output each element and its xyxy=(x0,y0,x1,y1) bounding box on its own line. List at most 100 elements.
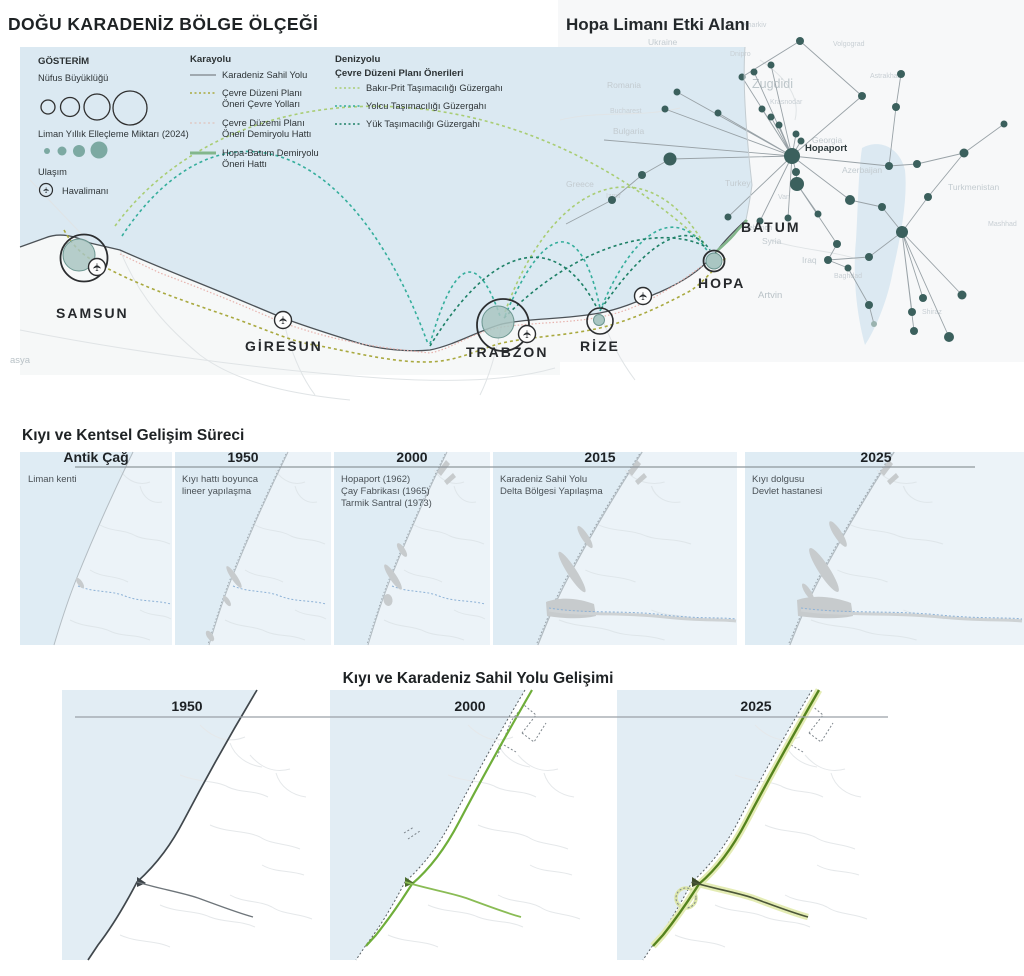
road-panel-2000 xyxy=(329,689,581,961)
batum-label: BATUM xyxy=(741,219,801,235)
port-volume-symbols xyxy=(44,141,108,159)
svg-text:✈: ✈ xyxy=(522,329,534,338)
urban-timeline-title: Kıyı ve Kentsel Gelişim Süreci xyxy=(22,427,244,444)
trabzon-population-circle xyxy=(476,298,530,352)
basemap-label: Krasnodar xyxy=(770,99,803,106)
year-label: 2015 xyxy=(584,449,615,465)
sea-item-label: Yük Taşımacılığı Güzergahı xyxy=(366,119,480,129)
basemap-label: Van xyxy=(778,194,790,201)
sea-legend-heading: Denizyolu xyxy=(335,54,380,65)
sea-legend-subheading: Çevre Düzeni Planı Önerileri xyxy=(335,68,464,79)
route-yolcu-3 xyxy=(504,241,601,317)
hopaport-label: Hopaport xyxy=(805,143,848,154)
note-line: Liman kenti xyxy=(28,474,77,485)
year-label: 2000 xyxy=(396,449,427,465)
basemap-label: Mashhad xyxy=(988,221,1017,228)
hopa-label: HOPA xyxy=(698,275,745,291)
svg-text:✈: ✈ xyxy=(278,315,290,324)
note-line: Karadeniz Sahil Yolu xyxy=(500,474,587,485)
legend-transport-label: Ulaşım xyxy=(38,167,67,177)
basemap-label: Lebanon xyxy=(745,225,772,232)
road-item-label: Hopa-Batum Demiryolu xyxy=(222,148,319,158)
note-line: Delta Bölgesi Yapılaşma xyxy=(500,486,603,497)
legend-gosterim: GÖSTERİM Nüfus Büyüklüğü Liman Yıllık El… xyxy=(38,56,189,198)
route-yuk-3 xyxy=(600,234,711,310)
route-yuk-1 xyxy=(429,256,598,347)
network-title: Hopa Limanı Etki Alanı xyxy=(566,15,750,34)
black-sea xyxy=(20,47,752,351)
route-yolcu-1 xyxy=(121,150,429,345)
basemap-label: Syria xyxy=(762,236,782,246)
cevre-yolu-dashed xyxy=(63,229,728,363)
year-label: 2025 xyxy=(740,698,771,714)
road-item-label: Öneri Demiryolu Hattı xyxy=(222,129,311,139)
airport-icon-rize-artvin: ✈ xyxy=(633,286,653,306)
basemap-label: Artvin xyxy=(758,290,782,301)
note-line: Kıyı hattı boyunca xyxy=(182,474,259,485)
airport-icon-legend: ✈ xyxy=(38,182,54,198)
legend-handling-label: Liman Yıllık Elleçleme Miktarı (2024) xyxy=(38,129,189,139)
legend-karayolu: Karayolu Karadeniz Sahil Yolu Çevre Düze… xyxy=(190,54,319,169)
airport-icon-trabzon: ✈ xyxy=(517,324,537,344)
basemap-label: Georgia xyxy=(812,135,843,145)
trabzon-label: TRABZON xyxy=(466,344,548,360)
timeline-years: Antik Çağ 1950 2000 2015 2025 xyxy=(63,449,891,465)
georgia-coast xyxy=(743,46,753,221)
basemap-label: Shiraz xyxy=(922,309,942,316)
rize-population-circle xyxy=(586,307,614,335)
panel-2000-map xyxy=(333,451,486,646)
timeline-notes: Liman kenti Kıyı hattı boyunca lineer ya… xyxy=(28,474,822,509)
region-title: DOĞU KARADENİZ BÖLGE ÖLÇEĞİ xyxy=(8,13,318,34)
panel-2025-map xyxy=(744,451,1023,646)
legend-heading: GÖSTERİM xyxy=(38,56,89,67)
basemap-label: Volgograd xyxy=(833,41,865,48)
basemap-label: Kharkiv xyxy=(743,22,767,29)
road-panel-1950 xyxy=(61,689,313,961)
route-yolcu-2 xyxy=(429,271,501,345)
airport-icon-giresun: ✈ xyxy=(273,310,293,330)
basemap-label: Iraq xyxy=(802,255,817,265)
road-panel-2025 xyxy=(616,688,868,961)
svg-text:✈: ✈ xyxy=(92,262,104,271)
basemap-label: Turkmenistan xyxy=(948,182,999,192)
sea-routes xyxy=(114,105,711,347)
city-labels: SAMSUN GİRESUN TRABZON RİZE HOPA BATUM xyxy=(56,219,801,360)
rize-label: RİZE xyxy=(580,338,620,354)
hopaport-hub-node xyxy=(784,148,800,164)
year-label: Antik Çağ xyxy=(63,449,128,465)
population-size-symbols xyxy=(40,90,148,126)
hopa-population-circle xyxy=(702,249,726,273)
basemap-label: Bucharest xyxy=(610,108,642,115)
giresun-label: GİRESUN xyxy=(245,338,323,354)
route-yuk-2 xyxy=(503,236,707,319)
basemap-label: Dnipro xyxy=(730,51,751,58)
basemap-label: Bulgaria xyxy=(613,126,644,136)
svg-text:✈: ✈ xyxy=(638,291,650,300)
basemap-label: Zugdidi xyxy=(752,77,793,91)
basemap-label: Romania xyxy=(607,80,641,90)
year-label: 2025 xyxy=(860,449,891,465)
road-item-label: Öneri Hattı xyxy=(222,159,267,169)
road-item-label: Öneri Çevre Yolları xyxy=(222,99,300,109)
road-item-label: Karadeniz Sahil Yolu xyxy=(222,70,307,80)
hopa-batum-railway xyxy=(715,219,749,253)
panel-1950-map xyxy=(174,451,327,646)
caspian-sea xyxy=(854,144,906,345)
samsun-label: SAMSUN xyxy=(56,305,129,321)
trabzon-port-circle xyxy=(481,305,515,339)
airport-icon-samsun: ✈ xyxy=(87,257,107,277)
svg-text:✈: ✈ xyxy=(42,186,51,193)
note-line: Tarmik Santral (1973) xyxy=(341,498,432,509)
basemap-label: Greece xyxy=(566,179,594,189)
note-line: lineer yapılaşma xyxy=(182,486,252,497)
road-legend-heading: Karayolu xyxy=(190,54,231,65)
note-line: Hopaport (1962) xyxy=(341,474,410,485)
year-label: 1950 xyxy=(171,698,202,714)
road-item-label: Çevre Düzeni Planı xyxy=(222,88,302,98)
city-markers: ✈ ✈ ✈ ✈ xyxy=(59,233,726,352)
year-label: 2000 xyxy=(454,698,485,714)
note-line: Devlet hastanesi xyxy=(752,486,822,497)
sea-item-label: Yolcu Taşımacılığı Güzergahı xyxy=(366,101,486,111)
legend-airport-label: Havalimanı xyxy=(62,186,109,196)
